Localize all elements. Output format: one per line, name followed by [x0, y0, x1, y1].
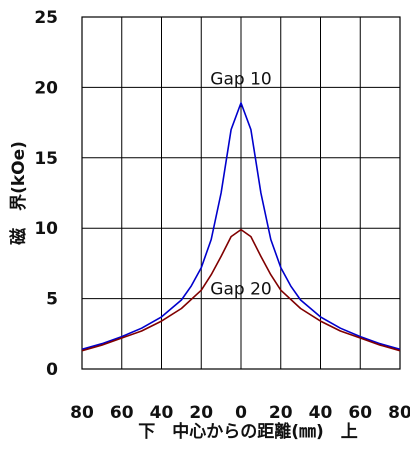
x-tick-label: 60 [110, 403, 134, 423]
y-tick-label: 20 [34, 78, 58, 98]
x-tick-label: 80 [70, 403, 94, 423]
y-tick-label: 15 [34, 149, 58, 169]
y-tick-label: 25 [34, 8, 58, 28]
x-tick-label: 0 [235, 403, 247, 423]
plot-frame [81, 16, 401, 370]
y-tick-labels: 0 5 10 15 20 25 [34, 8, 58, 380]
y-axis-label: 磁 界(kOe) [8, 141, 29, 245]
series-line-gap-10 [81, 102, 401, 351]
annotation-gap-20: Gap 20 [210, 279, 271, 299]
x-tick-label: 40 [309, 403, 333, 423]
x-axis-label: 下 中心からの距離(㎜) 上 [138, 421, 358, 442]
x-tick-label: 60 [348, 403, 372, 423]
x-tick-label: 40 [150, 403, 174, 423]
series-line-gap-20 [81, 228, 401, 352]
y-tick-label: 5 [46, 290, 58, 310]
series-lines [81, 102, 401, 352]
x-tick-label: 20 [269, 403, 293, 423]
grid [81, 16, 401, 370]
x-tick-label: 80 [388, 403, 410, 423]
x-tick-label: 20 [189, 403, 213, 423]
y-tick-label: 10 [34, 219, 58, 239]
series-annotations: Gap 10 Gap 20 [210, 70, 271, 300]
annotation-gap-10: Gap 10 [210, 70, 271, 90]
x-tick-labels: 80 60 40 20 0 20 40 60 80 [70, 403, 410, 423]
y-tick-label: 0 [46, 360, 58, 380]
